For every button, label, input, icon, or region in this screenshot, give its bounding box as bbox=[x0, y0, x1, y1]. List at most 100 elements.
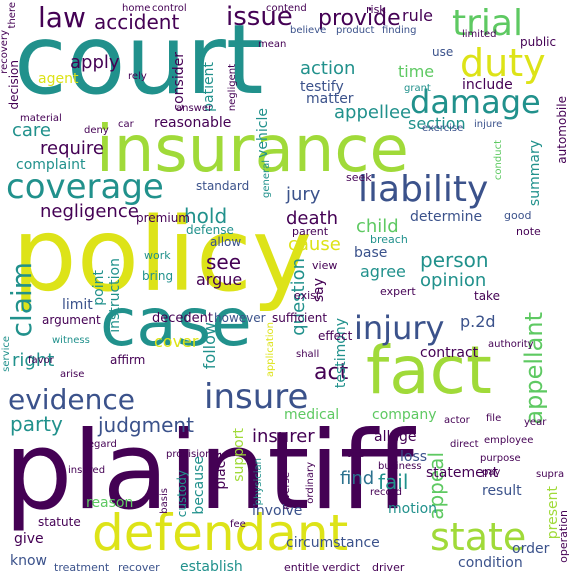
word-order: order bbox=[512, 541, 550, 557]
word-automobile: automobile bbox=[555, 96, 569, 164]
word-deny: deny bbox=[84, 125, 109, 136]
word-include: include bbox=[462, 77, 513, 93]
word-shall: shall bbox=[296, 349, 320, 360]
word-seek: seek bbox=[346, 171, 372, 184]
word-provision: provision bbox=[166, 449, 212, 460]
word-rely: rely bbox=[128, 71, 147, 82]
word-product: product bbox=[336, 25, 375, 36]
word-result: result bbox=[482, 483, 522, 499]
word-argument: argument bbox=[42, 313, 101, 327]
word-public: public bbox=[520, 35, 557, 49]
word-material: material bbox=[20, 113, 62, 124]
word-note: note bbox=[516, 225, 541, 238]
word-fee: fee bbox=[230, 519, 246, 530]
word-follow: follow bbox=[200, 322, 219, 370]
word-summary: summary bbox=[527, 140, 543, 207]
word-child: child bbox=[356, 216, 399, 237]
word-treatment: treatment bbox=[54, 561, 110, 574]
word-support: support bbox=[231, 428, 247, 482]
word-allow: allow bbox=[210, 235, 242, 249]
word-trial: trial bbox=[452, 3, 523, 44]
word-limit: limit bbox=[62, 297, 93, 313]
word-purpose: purpose bbox=[480, 453, 521, 464]
word-effect: effect bbox=[318, 329, 353, 343]
word-court: court bbox=[14, 4, 264, 116]
word-contend: contend bbox=[266, 3, 307, 14]
word-operation: operation bbox=[557, 510, 570, 563]
word-law: law bbox=[38, 1, 86, 34]
word-insurer: insurer bbox=[252, 426, 315, 447]
word-death: death bbox=[286, 208, 338, 229]
word-recover: recover bbox=[118, 561, 160, 574]
word-finding: finding bbox=[382, 25, 417, 36]
word-exist: exist bbox=[294, 289, 321, 302]
word-injure: injure bbox=[474, 119, 503, 130]
word-however: however bbox=[214, 311, 266, 325]
word-complaint: complaint bbox=[16, 157, 86, 173]
word-agent: agent bbox=[38, 71, 79, 87]
word-liability: liability bbox=[358, 169, 489, 210]
word-direct: direct bbox=[450, 439, 479, 450]
word-there: there bbox=[7, 2, 18, 29]
word-fact: fact bbox=[366, 332, 492, 409]
word-person: person bbox=[420, 248, 489, 272]
word-view: view bbox=[312, 259, 338, 272]
word-p2d: p.2d bbox=[460, 312, 496, 331]
word-determine: determine bbox=[410, 209, 483, 225]
word-cite: cite bbox=[346, 449, 365, 460]
word-appellant: appellant bbox=[520, 312, 548, 425]
word-statement: statement bbox=[426, 465, 499, 481]
word-employee: employee bbox=[484, 435, 534, 446]
word-insurance: insurance bbox=[96, 113, 409, 187]
word-party: party bbox=[10, 412, 63, 436]
word-apply: apply bbox=[70, 52, 120, 73]
word-decedent: decedent bbox=[152, 311, 213, 326]
word-plaintiff: plaintiff bbox=[4, 409, 414, 534]
word-supra: supra bbox=[536, 469, 565, 480]
word-claim: claim bbox=[5, 262, 38, 338]
word-actor: actor bbox=[444, 415, 470, 426]
word-motion: motion bbox=[388, 501, 438, 517]
word-basis: basis bbox=[159, 488, 170, 514]
word-negligent: negligent bbox=[227, 64, 238, 112]
word-premium: premium bbox=[136, 211, 190, 225]
word-condition: condition bbox=[458, 555, 523, 571]
word-arise: arise bbox=[60, 369, 85, 380]
word-see: see bbox=[206, 250, 242, 274]
word-agree: agree bbox=[360, 262, 406, 281]
word-car: car bbox=[118, 119, 134, 130]
word-care: care bbox=[12, 120, 52, 141]
word-point: point bbox=[91, 270, 107, 306]
word-find: find bbox=[340, 468, 375, 489]
word-cause: cause bbox=[288, 234, 341, 255]
word-cover: cover bbox=[154, 332, 199, 351]
word-ordinary: ordinary bbox=[305, 462, 316, 504]
word-statute: statute bbox=[38, 515, 81, 529]
word-insure: insure bbox=[204, 377, 309, 417]
word-record: record bbox=[370, 487, 402, 498]
word-witness: witness bbox=[52, 335, 90, 346]
word-rule: rule bbox=[402, 6, 434, 25]
word-exercise: exercise bbox=[422, 123, 464, 134]
word-defense: defense bbox=[186, 223, 234, 237]
word-driver: driver bbox=[372, 561, 405, 574]
word-sufficient: sufficient bbox=[272, 311, 328, 325]
word-contract: contract bbox=[420, 345, 479, 361]
word-accident: accident bbox=[94, 10, 180, 34]
word-evidence: evidence bbox=[8, 383, 135, 416]
word-vehicle: vehicle bbox=[255, 108, 271, 158]
word-circumstance: circumstance bbox=[286, 535, 380, 551]
word-parent: parent bbox=[292, 225, 329, 238]
word-standard: standard bbox=[196, 179, 250, 193]
word-authority: authority bbox=[488, 339, 534, 350]
word-hold: hold bbox=[184, 204, 228, 228]
word-home: home bbox=[122, 3, 151, 14]
word-conduct: conduct bbox=[493, 140, 504, 181]
word-place: place bbox=[213, 452, 229, 490]
word-medical: medical bbox=[284, 407, 340, 423]
word-believe: believe bbox=[290, 25, 327, 36]
word-limited: limited bbox=[462, 29, 497, 40]
word-reasonable: reasonable bbox=[154, 115, 232, 131]
word-file: file bbox=[486, 413, 502, 424]
